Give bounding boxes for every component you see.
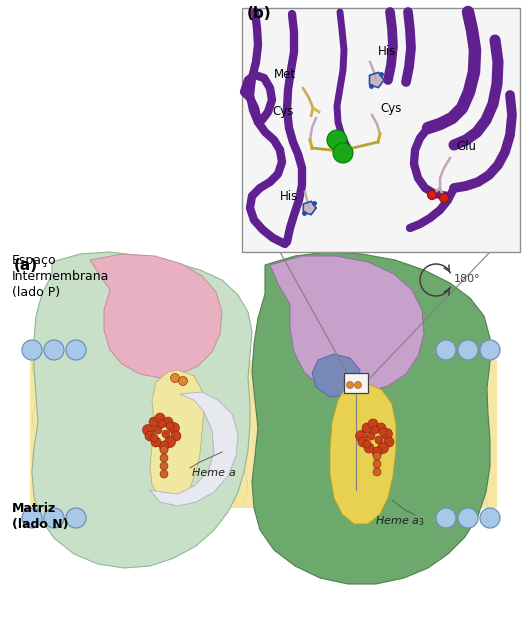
Text: Cys: Cys xyxy=(272,105,294,118)
Circle shape xyxy=(427,190,436,200)
Circle shape xyxy=(66,340,86,360)
Text: Met: Met xyxy=(274,68,296,81)
Circle shape xyxy=(480,508,500,528)
Circle shape xyxy=(356,430,366,441)
Text: $a$: $a$ xyxy=(228,468,236,478)
Circle shape xyxy=(22,508,42,528)
Circle shape xyxy=(373,468,381,476)
Text: (b): (b) xyxy=(247,6,271,21)
Polygon shape xyxy=(30,360,497,508)
Circle shape xyxy=(163,417,173,427)
Text: Glu: Glu xyxy=(456,140,476,153)
Circle shape xyxy=(149,417,159,427)
Circle shape xyxy=(364,443,374,453)
Circle shape xyxy=(458,340,478,360)
Text: Matriz
(lado N): Matriz (lado N) xyxy=(12,502,69,531)
Circle shape xyxy=(166,422,174,430)
Circle shape xyxy=(436,340,456,360)
Polygon shape xyxy=(150,370,204,502)
Circle shape xyxy=(151,437,161,447)
Polygon shape xyxy=(90,254,222,378)
Circle shape xyxy=(160,470,168,478)
Bar xyxy=(344,373,368,393)
Polygon shape xyxy=(312,354,360,397)
Circle shape xyxy=(162,430,170,438)
Circle shape xyxy=(458,508,478,528)
Circle shape xyxy=(382,428,393,440)
Circle shape xyxy=(158,420,166,428)
Circle shape xyxy=(480,340,500,360)
Circle shape xyxy=(66,508,86,528)
Polygon shape xyxy=(252,252,490,584)
Circle shape xyxy=(327,130,347,150)
Circle shape xyxy=(44,340,64,360)
Circle shape xyxy=(373,460,381,468)
Circle shape xyxy=(160,446,168,454)
Circle shape xyxy=(160,462,168,470)
Circle shape xyxy=(363,440,371,448)
Circle shape xyxy=(436,508,456,528)
Text: His: His xyxy=(378,45,396,58)
Text: His: His xyxy=(280,190,298,203)
Polygon shape xyxy=(32,252,252,568)
Polygon shape xyxy=(270,256,424,392)
Bar xyxy=(242,8,520,252)
Circle shape xyxy=(179,376,188,386)
Circle shape xyxy=(346,381,354,389)
Circle shape xyxy=(368,419,378,429)
Circle shape xyxy=(22,340,42,360)
Text: Heme $a_3$: Heme $a_3$ xyxy=(375,514,424,528)
Circle shape xyxy=(372,447,382,457)
Circle shape xyxy=(160,454,168,462)
Circle shape xyxy=(379,428,387,436)
Circle shape xyxy=(367,432,375,440)
Polygon shape xyxy=(330,384,396,524)
Circle shape xyxy=(142,425,153,435)
Text: Cys: Cys xyxy=(380,102,402,115)
Text: 180°: 180° xyxy=(454,274,481,284)
Polygon shape xyxy=(150,392,238,506)
Circle shape xyxy=(150,434,158,442)
Circle shape xyxy=(145,431,155,441)
Circle shape xyxy=(171,431,181,441)
Circle shape xyxy=(440,193,448,203)
Circle shape xyxy=(371,426,379,434)
Polygon shape xyxy=(369,73,384,87)
Circle shape xyxy=(44,508,64,528)
Circle shape xyxy=(373,452,381,460)
Circle shape xyxy=(355,381,362,389)
Circle shape xyxy=(375,436,383,444)
Text: Heme: Heme xyxy=(192,468,229,478)
Circle shape xyxy=(376,423,386,433)
Circle shape xyxy=(333,143,353,163)
Circle shape xyxy=(169,422,180,433)
Polygon shape xyxy=(304,202,316,215)
Circle shape xyxy=(358,437,368,447)
Circle shape xyxy=(384,437,394,447)
Circle shape xyxy=(154,426,162,434)
Circle shape xyxy=(377,443,388,453)
Circle shape xyxy=(159,441,169,451)
Circle shape xyxy=(362,423,372,433)
Circle shape xyxy=(171,373,180,383)
Circle shape xyxy=(164,436,175,448)
Text: Espaço
Intermembrana
(lado P): Espaço Intermembrana (lado P) xyxy=(12,254,110,299)
Text: (a): (a) xyxy=(14,258,38,273)
Circle shape xyxy=(155,413,165,423)
